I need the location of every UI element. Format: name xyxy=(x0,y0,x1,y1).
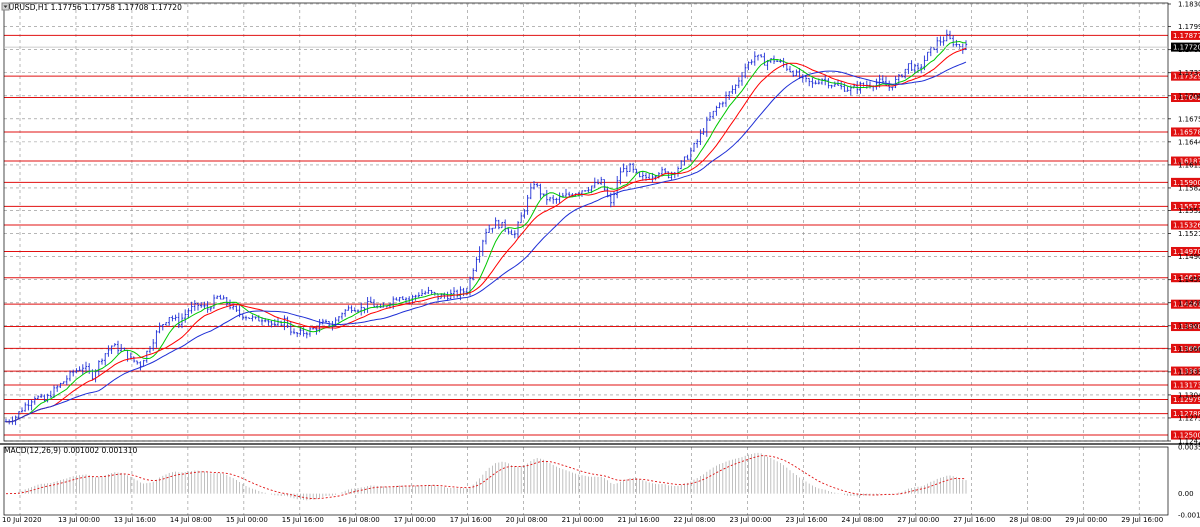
level-price-text: 1.15900 xyxy=(1173,179,1200,187)
x-tick-label: 15 Jul 16:00 xyxy=(282,516,324,524)
ma-slow-line xyxy=(6,61,967,423)
y-tick-label: 1.14280 xyxy=(1178,299,1200,307)
y-tick-label: 1.16755 xyxy=(1178,115,1200,123)
level-price-text: 1.15326 xyxy=(1173,222,1200,230)
macd-title: MACD(12,26,9) 0.001002 0.001310 xyxy=(4,446,138,455)
y-tick-label: 1.15210 xyxy=(1178,230,1200,238)
x-tick-label: 24 Jul 08:00 xyxy=(841,516,883,524)
ma-mid-line xyxy=(6,47,967,423)
x-tick-label: 17 Jul 16:00 xyxy=(450,516,492,524)
level-price-tag xyxy=(1171,394,1200,404)
level-price-tag xyxy=(1171,246,1200,256)
y-tick-label: 1.14900 xyxy=(1178,253,1200,261)
level-price-text: 1.14617 xyxy=(1173,274,1200,282)
level-price-tag xyxy=(1171,343,1200,353)
macd-layer xyxy=(5,452,967,501)
x-tick-label: 15 Jul 00:00 xyxy=(226,516,268,524)
y-tick-label: 1.16445 xyxy=(1178,138,1200,146)
x-tick-label: 22 Jul 08:00 xyxy=(674,516,716,524)
y-tick-label: 1.17995 xyxy=(1178,23,1200,31)
moving-averages-layer xyxy=(6,40,967,423)
x-tick-label: 21 Jul 16:00 xyxy=(618,516,660,524)
ma-fast-line xyxy=(6,40,967,423)
level-price-tag xyxy=(1171,409,1200,419)
level-price-tag xyxy=(1171,92,1200,102)
x-tick-label: 10 Jul 2020 xyxy=(2,516,42,524)
x-tick-label: 29 Jul 00:00 xyxy=(1065,516,1107,524)
level-price-tag xyxy=(1171,71,1200,81)
level-price-tag xyxy=(1171,430,1200,440)
level-price-text: 1.17329 xyxy=(1173,73,1200,81)
x-tick-label: 21 Jul 00:00 xyxy=(562,516,604,524)
level-price-text: 1.15577 xyxy=(1173,203,1200,211)
macd-y-tick-label: 0.00 xyxy=(1178,490,1194,498)
level-price-text: 1.12979 xyxy=(1173,396,1200,404)
x-tick-label: 20 Jul 08:00 xyxy=(506,516,548,524)
current-price-tag xyxy=(1171,42,1200,52)
y-tick-label: 1.14590 xyxy=(1178,276,1200,284)
current-price-text: 1.17720 xyxy=(1173,44,1200,52)
level-price-text: 1.13960 xyxy=(1173,323,1200,331)
y-tick-label: 1.13350 xyxy=(1178,368,1200,376)
macd-signal-line xyxy=(5,455,967,500)
y-tick-label: 1.15520 xyxy=(1178,207,1200,215)
level-price-tag xyxy=(1171,366,1200,376)
x-tick-label: 27 Jul 16:00 xyxy=(953,516,995,524)
y-tick-label: 1.18300 xyxy=(1178,1,1200,9)
y-tick-label: 1.17375 xyxy=(1178,69,1200,77)
level-price-tag xyxy=(1171,177,1200,187)
level-price-tag xyxy=(1171,273,1200,283)
price-plot-frame xyxy=(3,2,1169,442)
level-price-tag xyxy=(1171,380,1200,390)
level-price-text: 1.12788 xyxy=(1173,410,1200,418)
level-price-text: 1.16187 xyxy=(1173,158,1200,166)
y-tick-label: 1.13970 xyxy=(1178,322,1200,330)
x-tick-label: 23 Jul 16:00 xyxy=(785,516,827,524)
x-tick-label: 27 Jul 00:00 xyxy=(897,516,939,524)
level-price-text: 1.14970 xyxy=(1173,248,1200,256)
level-price-text: 1.13173 xyxy=(1173,382,1200,390)
x-tick-label: 17 Jul 00:00 xyxy=(394,516,436,524)
symbol-title: EURUSD,H1 1.17756 1.17758 1.17708 1.1772… xyxy=(4,3,182,12)
x-tick-label: 14 Jul 08:00 xyxy=(170,516,212,524)
level-price-text: 1.14261 xyxy=(1173,301,1200,309)
y-tick-label: 1.13660 xyxy=(1178,345,1200,353)
y-tick-label: 1.17065 xyxy=(1178,92,1200,100)
macd-y-tick-label: 0.00354 xyxy=(1178,444,1200,452)
horizontal-levels-layer[interactable]: 1.17877 1.17329 1.17042 1.16578 1.16187 1.159… xyxy=(4,30,1200,440)
level-price-tag xyxy=(1171,220,1200,230)
macd-y-tick-label: -0.00162 xyxy=(1178,512,1200,520)
level-price-text: 1.17042 xyxy=(1173,94,1200,102)
level-price-text: 1.17877 xyxy=(1173,32,1200,40)
y-tick-label: 1.12420 xyxy=(1178,438,1200,446)
level-price-tag xyxy=(1171,322,1200,332)
x-tick-label: 23 Jul 00:00 xyxy=(730,516,772,524)
y-tick-label: 1.15825 xyxy=(1178,184,1200,192)
y-tick-label: 1.12730 xyxy=(1178,414,1200,422)
x-tick-label: 16 Jul 08:00 xyxy=(338,516,380,524)
grid-layer xyxy=(4,3,1168,515)
level-price-text: 1.12500 xyxy=(1173,432,1200,440)
level-price-tag xyxy=(1171,299,1200,309)
level-price-text: 1.13666 xyxy=(1173,345,1200,353)
y-tick-label: 1.13040 xyxy=(1178,391,1200,399)
x-tick-label: 28 Jul 08:00 xyxy=(1009,516,1051,524)
symbol-dropdown-icon[interactable] xyxy=(1,2,10,11)
y-tick-label: 1.16135 xyxy=(1178,161,1200,169)
x-tick-label: 29 Jul 16:00 xyxy=(1121,516,1163,524)
x-tick-label: 13 Jul 00:00 xyxy=(58,516,100,524)
macd-plot-frame xyxy=(3,446,1169,516)
level-price-tag xyxy=(1171,156,1200,166)
level-price-text: 1.13361 xyxy=(1173,368,1200,376)
x-tick-label: 13 Jul 16:00 xyxy=(114,516,156,524)
level-price-tag xyxy=(1171,201,1200,211)
level-price-text: 1.16578 xyxy=(1173,128,1200,136)
level-price-tag xyxy=(1171,30,1200,40)
level-price-tag xyxy=(1171,127,1200,137)
